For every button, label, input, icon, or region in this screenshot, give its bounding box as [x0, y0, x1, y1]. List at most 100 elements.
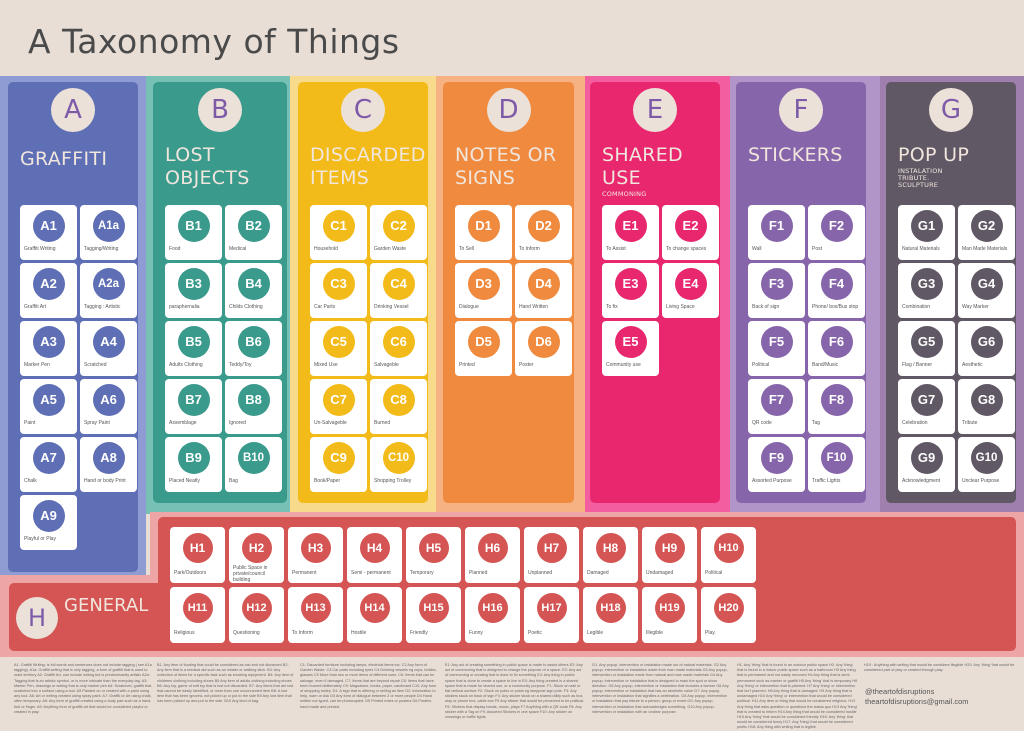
- item-code-badge: H17: [536, 593, 567, 623]
- item-card-f4[interactable]: F4 Phone/ box/Bus stop: [808, 263, 865, 318]
- item-card-f6[interactable]: F6 Band/Music: [808, 321, 865, 376]
- item-card-c1[interactable]: C1 Household: [310, 205, 367, 260]
- item-card-g6[interactable]: G6 Aesthetic: [958, 321, 1015, 376]
- item-code-badge: D2: [527, 210, 560, 242]
- item-card-a2[interactable]: A2 Graffiti Art: [20, 263, 77, 318]
- item-card-c5[interactable]: C5 Mixed Use: [310, 321, 367, 376]
- item-card-c6[interactable]: C6 Salvageble: [370, 321, 427, 376]
- item-label: Living Space: [666, 304, 695, 310]
- email-link[interactable]: theartofdisruptions@gmail.com: [865, 697, 969, 706]
- item-label: Community use: [606, 362, 641, 368]
- item-card-b6[interactable]: B6 Teddy/Toy: [225, 321, 282, 376]
- item-card-g4[interactable]: G4 Way Marker: [958, 263, 1015, 318]
- item-card-c10[interactable]: C10 Shopping Trolley: [370, 437, 427, 492]
- item-card-c7[interactable]: C7 Un-Salvageble: [310, 379, 367, 434]
- item-card-a1[interactable]: A1 Graffiti Writing: [20, 205, 77, 260]
- item-card-h16[interactable]: H16 Funny: [465, 587, 520, 643]
- item-card-a9[interactable]: A9 Playful or Play: [20, 495, 77, 550]
- item-card-e1[interactable]: E1 To Assist: [602, 205, 659, 260]
- item-card-f10[interactable]: F10 Traffic Lights: [808, 437, 865, 492]
- item-card-d5[interactable]: D5 Printed: [455, 321, 512, 376]
- item-card-g5[interactable]: G5 Flag / Banner: [898, 321, 955, 376]
- item-code-badge: C4: [382, 268, 415, 300]
- item-card-f3[interactable]: F3 Back of sign: [748, 263, 805, 318]
- item-card-d3[interactable]: D3 Dialogue: [455, 263, 512, 318]
- item-code-badge: F10: [820, 442, 853, 474]
- item-card-h17[interactable]: H17 Poetic: [524, 587, 579, 643]
- item-card-g10[interactable]: G10 Unclear Purpose: [958, 437, 1015, 492]
- item-card-h19[interactable]: H19 Illegible: [642, 587, 697, 643]
- item-card-h9[interactable]: H9 Undamaged: [642, 527, 697, 583]
- social-handle[interactable]: @theartofdisruptions: [865, 687, 935, 696]
- item-card-f2[interactable]: F2 Post: [808, 205, 865, 260]
- item-card-b4[interactable]: B4 Childs Clothing: [225, 263, 282, 318]
- item-card-c3[interactable]: C3 Car Parts: [310, 263, 367, 318]
- item-card-h8[interactable]: H8 Damaged: [583, 527, 638, 583]
- item-card-a5[interactable]: A5 Paint: [20, 379, 77, 434]
- items-grid: C1 Household C2 Garden Waste C3 Car Parts C4 Dr…: [310, 205, 427, 492]
- item-code-badge: C7: [322, 384, 355, 416]
- item-card-e5[interactable]: E5 Community use: [602, 321, 659, 376]
- item-card-c9[interactable]: C9 Book/Paper: [310, 437, 367, 492]
- item-card-h4[interactable]: H4 Semi - permanent: [347, 527, 402, 583]
- item-card-b3[interactable]: B3 paraphernalia: [165, 263, 222, 318]
- item-code-badge: F3: [760, 268, 793, 300]
- item-card-h12[interactable]: H12 Questioning: [229, 587, 284, 643]
- item-card-b2[interactable]: B2 Medical: [225, 205, 282, 260]
- item-card-d1[interactable]: D1 To Sell: [455, 205, 512, 260]
- item-card-h3[interactable]: H3 Permanent: [288, 527, 343, 583]
- item-card-f5[interactable]: F5 Political: [748, 321, 805, 376]
- item-card-a3[interactable]: A3 Marker Pen: [20, 321, 77, 376]
- item-card-c4[interactable]: C4 Drinking Vessel: [370, 263, 427, 318]
- category-d: D NOTES OR SIGNS D1 To Sell D2 To Inform D3 Dia…: [443, 82, 574, 503]
- item-card-e2[interactable]: E2 To change spaces: [662, 205, 719, 260]
- item-card-b1[interactable]: B1 Food: [165, 205, 222, 260]
- item-card-a1a[interactable]: A1a Tagging/Writing: [80, 205, 137, 260]
- item-card-d2[interactable]: D2 To Inform: [515, 205, 572, 260]
- item-card-h5[interactable]: H5 Temporary: [406, 527, 461, 583]
- item-card-g1[interactable]: G1 Natural Materials: [898, 205, 955, 260]
- item-card-g7[interactable]: G7 Celebration: [898, 379, 955, 434]
- item-card-e4[interactable]: E4 Living Space: [662, 263, 719, 318]
- item-card-a6[interactable]: A6 Spray Paint: [80, 379, 137, 434]
- item-card-h18[interactable]: H18 Legible: [583, 587, 638, 643]
- item-card-a8[interactable]: A8 Hand or body Print: [80, 437, 137, 492]
- item-label: Hostile: [351, 630, 367, 636]
- item-card-f8[interactable]: F8 Tag: [808, 379, 865, 434]
- item-card-b9[interactable]: B9 Placed Neatly: [165, 437, 222, 492]
- item-card-g8[interactable]: G8 Tribute: [958, 379, 1015, 434]
- item-card-c2[interactable]: C2 Garden Waste: [370, 205, 427, 260]
- item-card-h20[interactable]: H20 Play.: [701, 587, 756, 643]
- item-card-a2a[interactable]: A2a Tagging : Artistic: [80, 263, 137, 318]
- item-card-h10[interactable]: H10 Political: [701, 527, 756, 583]
- item-card-h11[interactable]: H11 Religious: [170, 587, 225, 643]
- item-card-g9[interactable]: G9 Acknowledgment: [898, 437, 955, 492]
- item-card-f1[interactable]: F1 Wall: [748, 205, 805, 260]
- item-card-h13[interactable]: H13 To Inform: [288, 587, 343, 643]
- item-card-a4[interactable]: A4 Scratched: [80, 321, 137, 376]
- item-card-e3[interactable]: E3 To fix: [602, 263, 659, 318]
- item-card-b7[interactable]: B7 Assemblage: [165, 379, 222, 434]
- item-code-badge: H5: [418, 533, 449, 563]
- item-card-b10[interactable]: B10 Bag: [225, 437, 282, 492]
- item-code-badge: F7: [760, 384, 793, 416]
- item-card-h1[interactable]: H1 Park/Outdoors: [170, 527, 225, 583]
- item-card-d6[interactable]: D6 Poster: [515, 321, 572, 376]
- item-card-b5[interactable]: B5 Adults Clothing: [165, 321, 222, 376]
- item-card-h15[interactable]: H15 Friendly: [406, 587, 461, 643]
- item-label: Assemblage: [169, 420, 197, 426]
- item-card-h6[interactable]: H6 Planned: [465, 527, 520, 583]
- item-card-a7[interactable]: A7 Chalk: [20, 437, 77, 492]
- item-card-h14[interactable]: H14 Hostile: [347, 587, 402, 643]
- item-card-d4[interactable]: D4 Hand Written: [515, 263, 572, 318]
- item-card-b8[interactable]: B8 Ignored: [225, 379, 282, 434]
- item-card-c8[interactable]: C8 Burned: [370, 379, 427, 434]
- item-card-g2[interactable]: G2 Man Made Materials: [958, 205, 1015, 260]
- item-card-h7[interactable]: H7 Unplanned: [524, 527, 579, 583]
- item-label: Temporary: [410, 570, 434, 576]
- item-card-g3[interactable]: G3 Combination: [898, 263, 955, 318]
- item-card-f7[interactable]: F7 QR code: [748, 379, 805, 434]
- item-card-f9[interactable]: F9 Assorted Purpose: [748, 437, 805, 492]
- item-card-h2[interactable]: H2 Public Space in private/council buildi…: [229, 527, 284, 583]
- item-code-badge: F8: [820, 384, 853, 416]
